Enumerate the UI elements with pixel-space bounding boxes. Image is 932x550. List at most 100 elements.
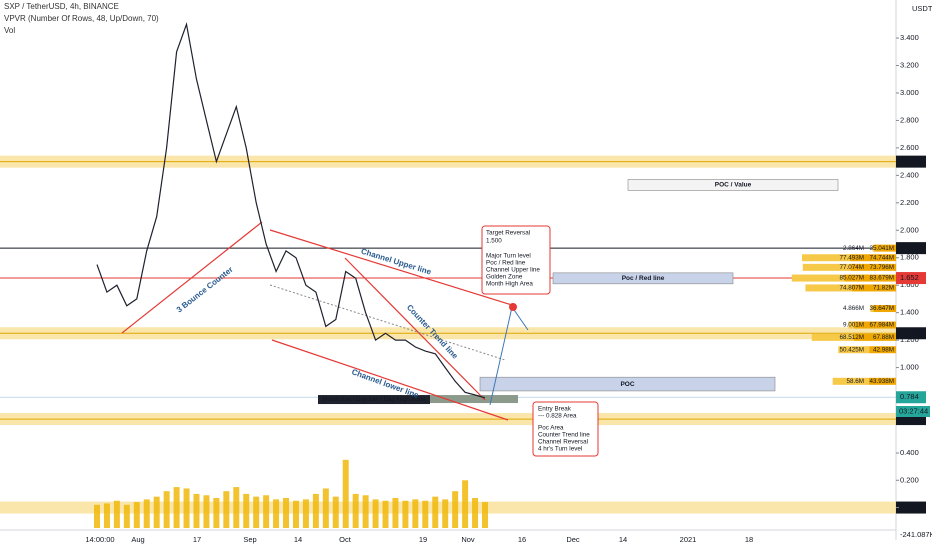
volume-bar — [133, 502, 140, 528]
vpvr-up — [805, 284, 852, 292]
vpvr-down — [844, 274, 896, 282]
y-tick-label: 1.000 — [900, 363, 919, 372]
vpvr-label: 83.679M — [869, 275, 894, 282]
x-tick-label: 14 — [294, 535, 302, 544]
zone-label: Month low / Day low / Day High Zone — [322, 396, 426, 403]
zone-box — [479, 376, 776, 392]
trend-line — [269, 229, 513, 306]
vpvr-label: 77.493M — [839, 254, 864, 261]
volume-bar — [312, 493, 319, 528]
volume-label: Vol — [4, 26, 15, 35]
volume-bar — [163, 491, 170, 528]
volume-bar — [233, 487, 240, 528]
y-tick-label: 1.200 — [900, 335, 919, 344]
vpvr-down — [873, 305, 896, 313]
zone-box — [552, 272, 734, 285]
callout-text: Target Reversal — [486, 230, 530, 237]
volume-bar — [213, 498, 220, 528]
vpvr-down — [854, 321, 896, 329]
vpvr-down — [868, 377, 896, 385]
price-label-bg — [896, 242, 926, 255]
volume-bar — [352, 493, 359, 528]
vpvr-label: 67.88M — [873, 334, 894, 341]
volume-bar — [94, 504, 100, 528]
vpvr-label: 35.041M — [869, 245, 894, 252]
vpvr-label: 74.807M — [839, 285, 864, 292]
clock: 03:27:44 — [899, 406, 928, 415]
price-label: 0.784 — [900, 392, 919, 401]
trend-line — [344, 257, 486, 401]
price-label: 2.500 — [900, 157, 919, 166]
callout-text: Entry Break — [538, 406, 572, 413]
callout-text: 1.500 — [486, 238, 502, 245]
price-label: 0.625 — [900, 414, 919, 423]
vpvr-down — [854, 333, 896, 341]
price-label-bg — [896, 272, 926, 285]
volume-bar — [173, 487, 180, 528]
volume-bar — [273, 499, 280, 528]
callout-text: Counter Trend line — [538, 432, 590, 439]
callout-text: Poc / Red line — [486, 260, 526, 267]
trend-line — [121, 221, 263, 334]
volume-bar — [452, 491, 459, 528]
callout-text: --- 0.828 Area — [538, 413, 577, 420]
x-tick-label: 16 — [518, 535, 526, 544]
volume-bar — [103, 503, 110, 528]
x-tick-label: Nov — [461, 535, 475, 544]
price-label: 1.250 — [900, 328, 919, 337]
volume-bar — [302, 499, 309, 528]
price-label: 1.870 — [900, 243, 919, 252]
callout-text: Channel Upper line — [486, 267, 540, 274]
title: SXP / TetherUSD, 4h, BINANCE — [4, 2, 119, 11]
callout-text: Month High Area — [486, 281, 533, 288]
vpvr-up — [801, 254, 850, 262]
vpvr-label: 74.744M — [869, 254, 894, 261]
vpvr-up — [838, 346, 870, 354]
volume-bar — [153, 496, 160, 528]
vpvr-label: 43.938M — [869, 378, 894, 385]
y-tick-label: 0.000 — [900, 503, 919, 512]
zone-box — [627, 179, 839, 191]
volume-bar — [372, 499, 379, 528]
zone-box — [430, 395, 518, 404]
vpvr-label: 85.027M — [839, 275, 864, 282]
zone-label: Poc / Red line — [622, 275, 665, 282]
volume-bar — [342, 459, 349, 528]
volume-bar — [203, 495, 210, 528]
y-tick-label: 2.400 — [900, 170, 919, 179]
vpvr-down — [874, 244, 896, 252]
vpvr-up — [848, 321, 855, 329]
volume-bar — [223, 491, 230, 528]
vpvr-up — [802, 263, 851, 271]
target-dot — [509, 303, 517, 311]
vpvr-label: 77.074M — [839, 264, 864, 271]
vpvr-label: 50.425M — [839, 346, 864, 353]
vpvr-up — [791, 274, 845, 282]
volume-bar — [362, 495, 369, 528]
callout-text: 4 hr's Turn level — [538, 446, 582, 453]
vpvr-label: 42.98M — [873, 346, 894, 353]
price-label-bg — [896, 391, 926, 404]
x-tick-label: 19 — [419, 535, 427, 544]
dashed-line — [269, 284, 506, 361]
vpvr-down — [851, 284, 896, 292]
volume-bar — [113, 500, 120, 528]
price-line — [96, 21, 486, 399]
volume-bar — [392, 498, 399, 528]
volume-bar — [263, 495, 270, 528]
callout — [481, 225, 551, 295]
indicator: VPVR (Number Of Rows, 48, Up/Down, 70) — [4, 14, 159, 23]
y-tick-label: 3.200 — [900, 61, 919, 70]
volume-bar — [442, 499, 449, 528]
volume-bar — [193, 493, 200, 528]
vpvr-label: 58.6M — [846, 378, 864, 385]
zone-label: POC — [620, 381, 634, 388]
x-tick-label: 17 — [193, 535, 201, 544]
vpvr-label: 73.796M — [869, 264, 894, 271]
y-tick-label: 1.400 — [900, 308, 919, 317]
volume-bar — [253, 496, 260, 528]
y-tick-label: 3.000 — [900, 88, 919, 97]
callout-text: Poc Area — [538, 425, 564, 432]
